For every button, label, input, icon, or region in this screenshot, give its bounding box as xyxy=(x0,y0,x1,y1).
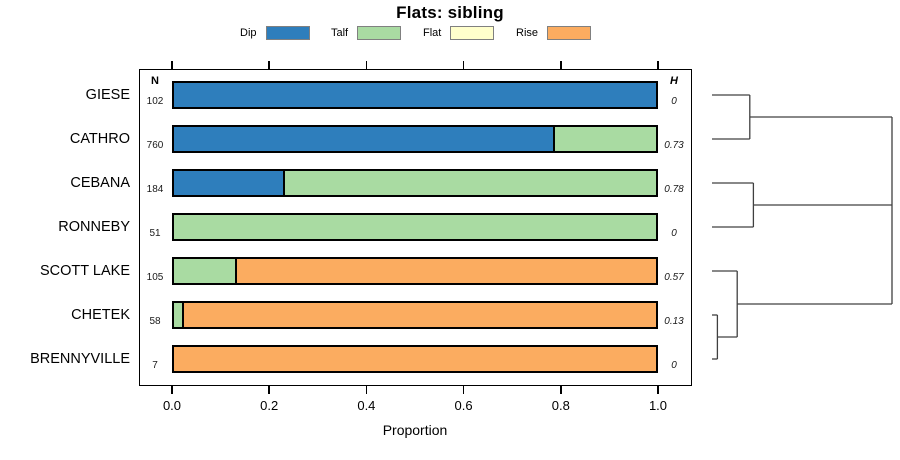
x-axis-top-tick xyxy=(365,61,368,69)
legend-label: Rise xyxy=(516,27,539,39)
h-value-cathro: 0.73 xyxy=(664,140,684,151)
bar-segment-rise xyxy=(174,347,656,371)
x-axis-top-tick xyxy=(462,61,465,69)
n-value-scott-lake: 105 xyxy=(146,272,164,283)
x-axis-top-tick xyxy=(560,61,562,69)
bar-segment-talf xyxy=(284,171,656,195)
bar-segment-dip xyxy=(174,127,555,151)
x-axis-tick xyxy=(657,386,659,394)
row-label-cathro: CATHRO xyxy=(69,131,130,147)
x-axis-tick-label: 0.6 xyxy=(454,398,473,413)
bar-segment-talf xyxy=(174,215,656,239)
x-axis-tick-label: 0.8 xyxy=(551,398,570,413)
legend-item-rise: Rise xyxy=(516,25,592,41)
x-axis-tick xyxy=(171,386,173,394)
bar-segment-talf xyxy=(174,259,237,283)
row-label-brennyville: BRENNYVILLE xyxy=(30,351,130,367)
bar-chetek xyxy=(172,301,658,329)
h-value-chetek: 0.13 xyxy=(664,316,684,327)
x-axis-tick-label: 1.0 xyxy=(648,398,668,413)
x-axis-top-tick xyxy=(657,61,659,69)
bar-segment-rise xyxy=(183,303,656,327)
n-value-chetek: 58 xyxy=(149,316,161,327)
x-axis-top-tick xyxy=(268,61,270,69)
legend-item-flat: Flat xyxy=(423,25,495,41)
h-value-ronneby: 0 xyxy=(671,228,677,239)
h-value-scott-lake: 0.57 xyxy=(664,272,684,283)
legend-swatch-flat xyxy=(450,26,495,40)
n-value-cathro: 760 xyxy=(146,140,164,151)
h-value-giese: 0 xyxy=(671,96,677,107)
legend-label: Talf xyxy=(331,27,349,39)
legend-item-dip: Dip xyxy=(240,25,310,41)
row-label-chetek: CHETEK xyxy=(71,307,130,323)
bar-cathro xyxy=(172,125,658,153)
x-axis-tick-label: 0.0 xyxy=(162,398,182,413)
row-label-scott-lake: SCOTT LAKE xyxy=(40,263,130,279)
bar-segment-talf xyxy=(554,127,656,151)
bar-segment-rise xyxy=(236,259,656,283)
legend-swatch-rise xyxy=(547,26,592,40)
x-axis-tick xyxy=(560,386,562,394)
x-axis-tick xyxy=(268,386,270,394)
n-column-header: N xyxy=(151,75,159,87)
row-label-ronneby: RONNEBY xyxy=(58,219,130,235)
row-label-cebana: CEBANA xyxy=(70,175,130,191)
x-axis-tick-label: 0.4 xyxy=(357,398,376,413)
chart-title: Flats: sibling xyxy=(396,3,504,22)
n-value-giese: 102 xyxy=(146,96,164,107)
legend-swatch-talf xyxy=(357,26,402,40)
bar-giese xyxy=(172,81,658,109)
legend-label: Flat xyxy=(423,27,442,39)
legend-swatch-dip xyxy=(265,26,310,40)
h-column-header: H xyxy=(670,75,678,87)
bar-ronneby xyxy=(172,213,658,241)
n-value-ronneby: 51 xyxy=(149,228,161,239)
bar-brennyville xyxy=(172,345,658,373)
bar-cebana xyxy=(172,169,658,197)
x-axis-label: Proportion xyxy=(382,422,448,438)
legend-label: Dip xyxy=(240,27,257,39)
h-value-cebana: 0.78 xyxy=(664,184,684,195)
bar-scott-lake xyxy=(172,257,658,285)
row-label-giese: GIESE xyxy=(85,87,130,103)
bar-segment-talf xyxy=(174,303,184,327)
x-axis-top-tick xyxy=(171,61,173,69)
x-axis-tick xyxy=(462,386,465,394)
n-value-cebana: 184 xyxy=(146,184,164,195)
legend-item-talf: Talf xyxy=(331,25,402,41)
bar-segment-dip xyxy=(174,83,656,107)
h-value-brennyville: 0 xyxy=(671,360,677,371)
n-value-brennyville: 7 xyxy=(152,360,158,371)
x-axis-tick xyxy=(365,386,368,394)
bar-segment-dip xyxy=(174,171,285,195)
x-axis-tick-label: 0.2 xyxy=(260,398,279,413)
